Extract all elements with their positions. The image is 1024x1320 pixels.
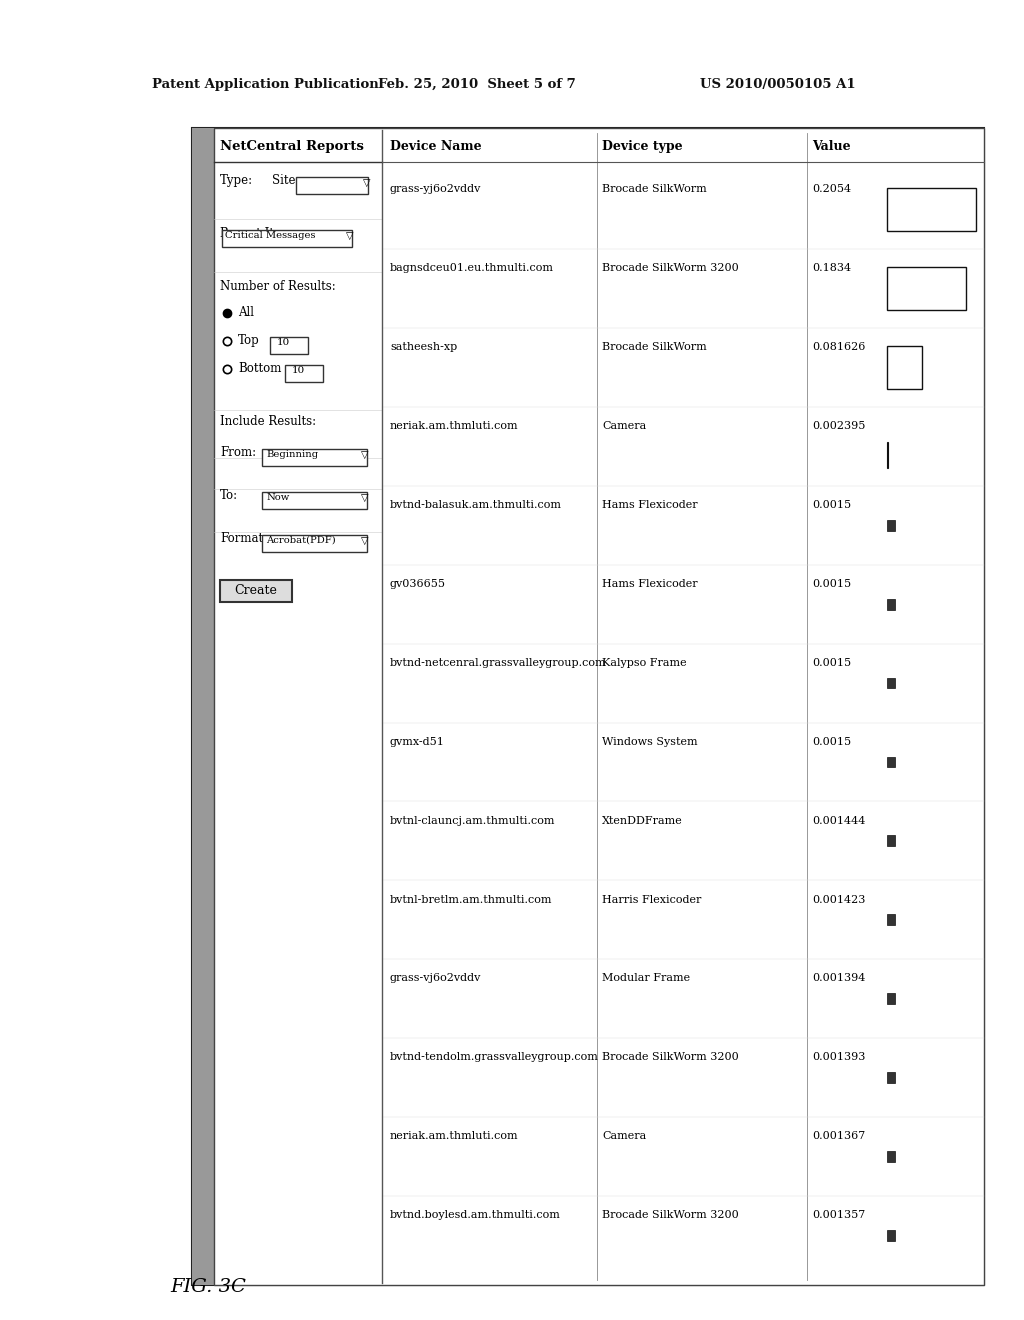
Bar: [887, 599, 895, 610]
Bar: [887, 442, 888, 469]
Text: bvtnd.boylesd.am.thmulti.com: bvtnd.boylesd.am.thmulti.com: [390, 1210, 561, 1220]
Text: FIG. 3C: FIG. 3C: [170, 1278, 246, 1296]
Text: Feb. 25, 2010  Sheet 5 of 7: Feb. 25, 2010 Sheet 5 of 7: [378, 78, 575, 91]
Text: Device Name: Device Name: [390, 140, 481, 153]
Text: bvtnl-bretlm.am.thmulti.com: bvtnl-bretlm.am.thmulti.com: [390, 895, 553, 904]
Text: 0.2054: 0.2054: [812, 185, 851, 194]
Text: Brocade SilkWorm: Brocade SilkWorm: [602, 185, 707, 194]
Text: Brocade SilkWorm: Brocade SilkWorm: [602, 342, 707, 352]
Bar: [887, 267, 967, 310]
Bar: [887, 756, 895, 767]
Bar: [887, 1151, 895, 1162]
Text: Acrobat(PDF): Acrobat(PDF): [266, 536, 336, 545]
Text: 0.001444: 0.001444: [812, 816, 865, 825]
Text: Hams Flexicoder: Hams Flexicoder: [602, 500, 697, 510]
Text: Include Results:: Include Results:: [220, 414, 316, 428]
Text: Patent Application Publication: Patent Application Publication: [152, 78, 379, 91]
Text: satheesh-xp: satheesh-xp: [390, 342, 458, 352]
Bar: [270, 337, 308, 354]
Text: bvtnd-balasuk.am.thmulti.com: bvtnd-balasuk.am.thmulti.com: [390, 500, 562, 510]
Text: grass-vj6o2vddv: grass-vj6o2vddv: [390, 973, 481, 983]
Text: 10: 10: [278, 338, 290, 347]
Text: 0.0015: 0.0015: [812, 500, 851, 510]
Text: Modular Frame: Modular Frame: [602, 973, 690, 983]
Text: gvmx-d51: gvmx-d51: [390, 737, 444, 747]
Bar: [193, 128, 984, 1284]
Text: ▽: ▽: [361, 450, 369, 459]
Text: Critical Messages: Critical Messages: [225, 231, 315, 240]
Text: From:: From:: [220, 446, 256, 459]
Text: ▽: ▽: [361, 536, 369, 546]
Text: Top: Top: [238, 334, 260, 347]
Text: neriak.am.thmluti.com: neriak.am.thmluti.com: [390, 421, 518, 432]
Text: Site:: Site:: [272, 174, 299, 187]
Text: 0.001394: 0.001394: [812, 973, 865, 983]
Bar: [222, 230, 352, 247]
Text: grass-yj6o2vddv: grass-yj6o2vddv: [390, 185, 481, 194]
Text: Device type: Device type: [602, 140, 683, 153]
Bar: [296, 177, 368, 194]
Text: 0.081626: 0.081626: [812, 342, 865, 352]
Text: Brocade SilkWorm 3200: Brocade SilkWorm 3200: [602, 1052, 738, 1063]
Bar: [887, 915, 895, 925]
Text: bagnsdceu01.eu.thmulti.com: bagnsdceu01.eu.thmulti.com: [390, 263, 554, 273]
Text: US 2010/0050105 A1: US 2010/0050105 A1: [700, 78, 856, 91]
Bar: [887, 187, 976, 231]
Bar: [262, 449, 367, 466]
Text: gv036655: gv036655: [390, 579, 446, 589]
Bar: [262, 492, 367, 510]
Text: 10: 10: [292, 366, 305, 375]
Bar: [887, 994, 895, 1005]
Text: 0.001367: 0.001367: [812, 1131, 865, 1142]
Text: bvtnd-netcenral.grassvalleygroup.com: bvtnd-netcenral.grassvalleygroup.com: [390, 657, 606, 668]
Bar: [262, 535, 367, 552]
Bar: [887, 520, 895, 531]
Text: Camera: Camera: [602, 421, 646, 432]
Text: Type:: Type:: [220, 174, 253, 187]
Text: ▽: ▽: [346, 231, 353, 242]
Bar: [887, 346, 923, 389]
Text: 0.0015: 0.0015: [812, 737, 851, 747]
Text: NetCentral Reports: NetCentral Reports: [220, 140, 364, 153]
Text: Create: Create: [234, 585, 278, 598]
Bar: [887, 836, 895, 846]
Text: 0.1834: 0.1834: [812, 263, 851, 273]
Text: neriak.am.thmluti.com: neriak.am.thmluti.com: [390, 1131, 518, 1142]
Text: XtenDDFrame: XtenDDFrame: [602, 816, 683, 825]
Text: Kalypso Frame: Kalypso Frame: [602, 657, 687, 668]
Text: bvtnl-clauncj.am.thmulti.com: bvtnl-clauncj.am.thmulti.com: [390, 816, 555, 825]
Bar: [887, 1072, 895, 1084]
Text: ▽: ▽: [361, 492, 369, 503]
Text: 0.001357: 0.001357: [812, 1210, 865, 1220]
Text: 0.001423: 0.001423: [812, 895, 865, 904]
Text: Hams Flexicoder: Hams Flexicoder: [602, 579, 697, 589]
Text: Value: Value: [812, 140, 851, 153]
Text: All: All: [238, 306, 254, 319]
Text: 0.002395: 0.002395: [812, 421, 865, 432]
Text: Windows System: Windows System: [602, 737, 697, 747]
Text: 0.0015: 0.0015: [812, 657, 851, 668]
Text: Report Item:: Report Item:: [220, 227, 296, 240]
Text: 0.001393: 0.001393: [812, 1052, 865, 1063]
Text: bvtnd-tendolm.grassvalleygroup.com: bvtnd-tendolm.grassvalleygroup.com: [390, 1052, 599, 1063]
Text: Format:: Format:: [220, 532, 267, 545]
Text: Brocade SilkWorm 3200: Brocade SilkWorm 3200: [602, 263, 738, 273]
Bar: [887, 1230, 895, 1241]
Text: Beginning: Beginning: [266, 450, 318, 459]
Text: 0.0015: 0.0015: [812, 579, 851, 589]
Text: ▽: ▽: [362, 178, 371, 187]
Bar: [193, 128, 214, 1284]
Bar: [285, 366, 323, 381]
Bar: [214, 128, 984, 1284]
Bar: [220, 579, 292, 602]
Text: To:: To:: [220, 488, 239, 502]
Text: Number of Results:: Number of Results:: [220, 280, 336, 293]
Text: Bottom: Bottom: [238, 362, 282, 375]
Text: Harris Flexicoder: Harris Flexicoder: [602, 895, 701, 904]
Text: Now: Now: [266, 492, 289, 502]
Text: Brocade SilkWorm 3200: Brocade SilkWorm 3200: [602, 1210, 738, 1220]
Bar: [887, 677, 895, 689]
Text: Camera: Camera: [602, 1131, 646, 1142]
